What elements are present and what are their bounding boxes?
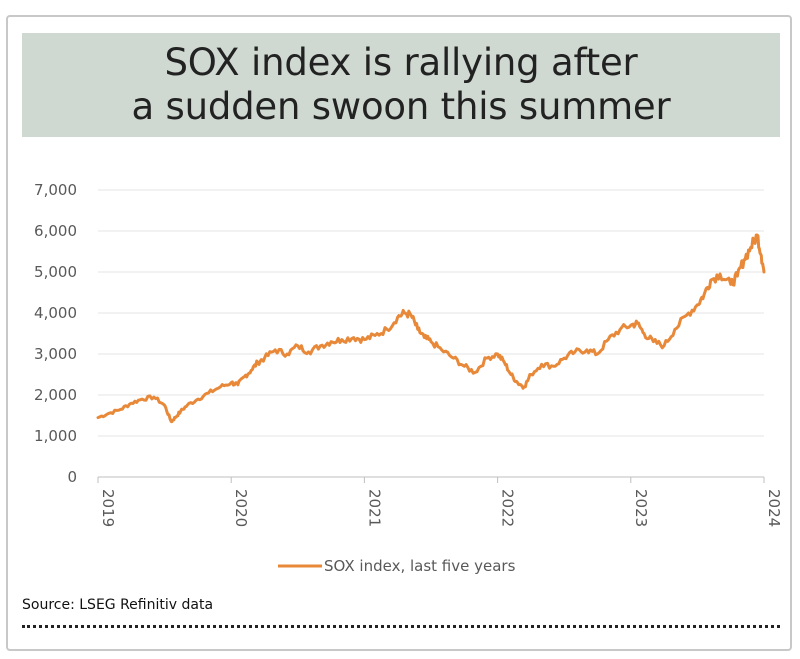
y-tick-label: 7,000 bbox=[34, 181, 77, 199]
y-tick-label: 2,000 bbox=[34, 386, 77, 404]
y-tick-label: 3,000 bbox=[34, 345, 77, 363]
title-banner: SOX index is rallying after a sudden swo… bbox=[22, 33, 780, 137]
y-tick-label: 1,000 bbox=[34, 427, 77, 445]
x-axis: 2019 2020 2021 2022 2023 2024 bbox=[97, 477, 783, 527]
chart-title-line-2: a sudden swoon this summer bbox=[131, 85, 671, 128]
legend-label: SOX index, last five years bbox=[324, 557, 516, 575]
sox-index-series-line bbox=[96, 233, 766, 424]
x-tick-label: 2020 bbox=[232, 489, 250, 527]
chart-title-line-1: SOX index is rallying after bbox=[164, 41, 638, 84]
y-tick-label: 5,000 bbox=[34, 263, 77, 281]
y-tick-label: 4,000 bbox=[34, 304, 77, 322]
x-tick-label: 2024 bbox=[765, 489, 783, 527]
y-axis: 0 1,000 2,000 3,000 4,000 5,000 6,000 7,000 bbox=[34, 181, 77, 486]
x-tick-label: 2019 bbox=[99, 489, 117, 527]
x-tick-label: 2021 bbox=[365, 489, 383, 527]
gridlines bbox=[98, 189, 764, 478]
y-tick-label: 6,000 bbox=[34, 222, 77, 240]
y-tick-label: 0 bbox=[67, 468, 77, 486]
source-note: Source: LSEG Refinitiv data bbox=[22, 597, 214, 613]
legend: SOX index, last five years bbox=[278, 557, 516, 575]
x-tick-label: 2022 bbox=[499, 489, 517, 527]
dotted-divider bbox=[22, 625, 780, 628]
x-tick-label: 2023 bbox=[632, 489, 650, 527]
